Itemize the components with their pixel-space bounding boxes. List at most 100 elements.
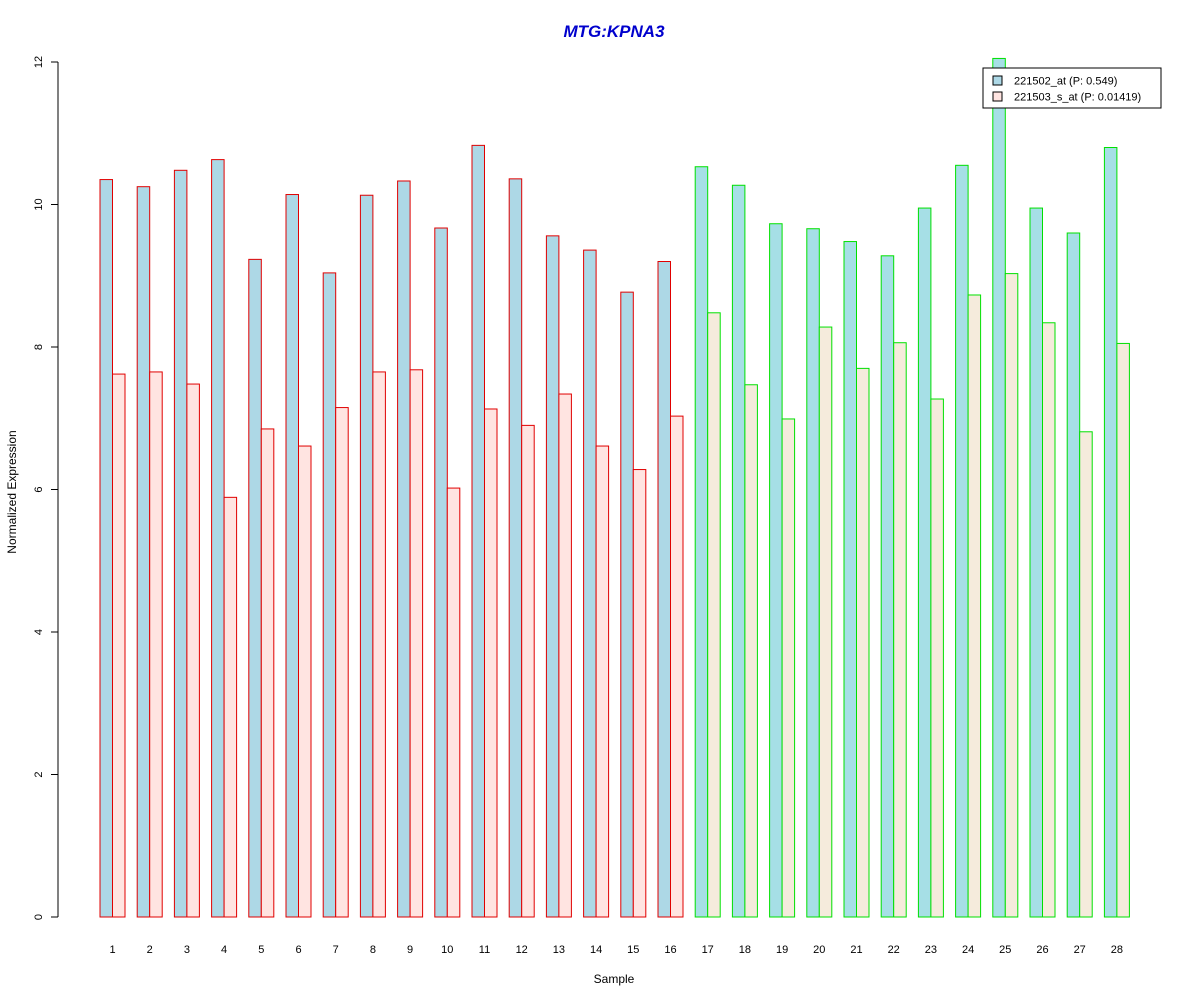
bar-series1-sample-6 xyxy=(285,194,299,918)
bar-series1-sample-9 xyxy=(397,180,411,918)
bar-series1-sample-22 xyxy=(880,255,895,918)
bar-series2-sample-14 xyxy=(595,445,610,918)
bar-series2-sample-6 xyxy=(298,445,312,918)
bar-series2-sample-17 xyxy=(707,312,721,918)
bar-series2-sample-9 xyxy=(409,369,424,918)
bar-series1-sample-8 xyxy=(359,194,374,918)
x-tick-label: 16 xyxy=(664,944,676,956)
chart-title: MTG:KPNA3 xyxy=(563,22,665,41)
bar-series2-sample-12 xyxy=(521,424,535,918)
bar-series2-sample-4 xyxy=(223,496,238,918)
y-tick-label: 8 xyxy=(33,344,45,350)
x-tick-label: 26 xyxy=(1036,944,1048,956)
bar-series2-sample-26 xyxy=(1042,322,1056,918)
bar-series2-sample-1 xyxy=(112,373,126,918)
x-tick-label: 6 xyxy=(295,944,301,956)
x-tick-label: 3 xyxy=(184,944,190,956)
x-tick-label: 12 xyxy=(516,944,528,956)
x-tick-label: 4 xyxy=(221,944,227,956)
x-tick-label: 24 xyxy=(962,944,974,956)
bar-series2-sample-15 xyxy=(632,469,647,918)
bar-series2-sample-21 xyxy=(856,367,870,918)
x-tick-label: 21 xyxy=(850,944,862,956)
bar-series2-sample-10 xyxy=(446,487,461,918)
bar-series1-sample-1 xyxy=(99,179,113,918)
bar-series1-sample-28 xyxy=(1103,147,1118,918)
bar-series1-sample-26 xyxy=(1029,207,1043,918)
x-tick-label: 27 xyxy=(1074,944,1086,956)
x-tick-label: 28 xyxy=(1111,944,1123,956)
bar-series2-sample-23 xyxy=(930,398,944,918)
bar-series1-sample-24 xyxy=(955,164,969,918)
bars-group xyxy=(99,57,1130,918)
legend-box xyxy=(982,67,1162,109)
bar-series1-sample-4 xyxy=(211,159,225,918)
bar-series2-sample-7 xyxy=(335,407,349,918)
bar-series2-sample-5 xyxy=(260,428,275,918)
x-tick-label: 8 xyxy=(370,944,376,956)
y-tick-label: 10 xyxy=(33,198,45,210)
x-tick-label: 23 xyxy=(925,944,937,956)
bar-series1-sample-10 xyxy=(434,227,448,918)
x-tick-label: 22 xyxy=(888,944,900,956)
x-tick-label: 15 xyxy=(627,944,639,956)
x-tick-labels: 1 2 3 4 5 6 7 8 9 10 11 12 13 14 15 16 17 18 19 20 21 22 23 24 2… xyxy=(109,944,1123,956)
bar-series1-sample-18 xyxy=(731,184,746,918)
bar-series2-sample-2 xyxy=(149,371,163,918)
bar-series2-sample-16 xyxy=(670,415,684,918)
bar-series2-sample-28 xyxy=(1116,342,1130,918)
x-tick-label: 19 xyxy=(776,944,788,956)
bar-series1-sample-21 xyxy=(843,241,857,918)
legend-swatch xyxy=(992,91,1003,102)
bar-series2-sample-19 xyxy=(781,418,796,918)
y-tick-label: 0 xyxy=(33,914,45,920)
bar-series2-sample-13 xyxy=(558,393,572,918)
x-tick-label: 5 xyxy=(258,944,264,956)
x-tick-label: 20 xyxy=(813,944,825,956)
bar-series2-sample-20 xyxy=(818,326,833,918)
x-tick-label: 17 xyxy=(702,944,714,956)
bar-series1-sample-17 xyxy=(694,166,709,918)
bar-series1-sample-12 xyxy=(508,178,523,918)
bar-series1-sample-7 xyxy=(322,272,337,918)
bar-series2-sample-18 xyxy=(744,384,758,918)
y-tick-label: 4 xyxy=(33,629,45,635)
bar-series1-sample-20 xyxy=(806,228,820,918)
bar-series1-sample-23 xyxy=(917,207,932,918)
bar-series2-sample-25 xyxy=(1004,273,1019,918)
bar-series1-sample-3 xyxy=(173,169,188,918)
bar-series1-sample-25 xyxy=(992,57,1006,918)
x-tick-label: 1 xyxy=(109,944,115,956)
x-tick-label: 13 xyxy=(553,944,565,956)
bar-series2-sample-3 xyxy=(186,383,200,918)
x-tick-label: 25 xyxy=(999,944,1011,956)
y-tick-label: 6 xyxy=(33,486,45,492)
bar-series1-sample-2 xyxy=(136,186,151,918)
bar-series1-sample-19 xyxy=(769,223,783,918)
bar-series1-sample-13 xyxy=(545,235,560,918)
bar-series1-sample-5 xyxy=(248,258,262,918)
x-tick-label: 11 xyxy=(479,944,490,956)
y-axis-label: Normalized Expression xyxy=(5,430,19,553)
bar-series2-sample-27 xyxy=(1079,431,1093,918)
x-tick-label: 9 xyxy=(407,944,413,956)
bar-series1-sample-16 xyxy=(657,261,671,918)
x-tick-label: 14 xyxy=(590,944,602,956)
bar-series2-sample-24 xyxy=(967,294,982,918)
legend: 221502_at (P: 0.549) 221503_s_at (P: 0.01… xyxy=(982,67,1162,109)
y-tick-label: 12 xyxy=(33,56,45,68)
x-tick-label: 18 xyxy=(739,944,751,956)
bar-series1-sample-14 xyxy=(583,249,597,918)
legend-entry: 221502_at (P: 0.549) xyxy=(1014,76,1117,88)
x-tick-label: 7 xyxy=(333,944,339,956)
bar-series2-sample-11 xyxy=(484,408,498,918)
bar-series1-sample-27 xyxy=(1066,232,1081,918)
bar-series2-sample-8 xyxy=(372,371,386,918)
x-tick-label: 2 xyxy=(147,944,153,956)
y-axis: 0 2 4 6 8 10 12 xyxy=(33,56,59,920)
bar-series2-sample-22 xyxy=(893,342,907,918)
x-axis-label: Sample xyxy=(594,972,635,986)
bar-series1-sample-15 xyxy=(620,291,634,918)
y-tick-label: 2 xyxy=(33,771,45,777)
